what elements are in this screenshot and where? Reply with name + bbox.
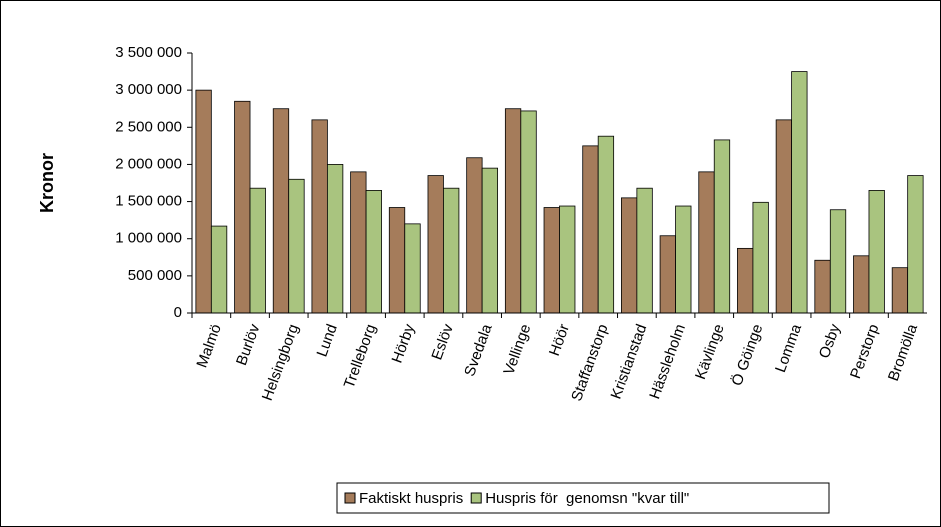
y-tick-label: 2 000 000 <box>115 155 182 172</box>
bar <box>404 223 421 314</box>
bar <box>597 135 615 314</box>
legend-swatch <box>344 492 356 504</box>
bar <box>791 71 808 314</box>
bar <box>249 187 266 314</box>
legend-label: Huspris för genomsn "kvar till" <box>485 490 689 507</box>
bar <box>659 235 676 314</box>
bar <box>388 207 406 314</box>
bar <box>427 175 444 314</box>
bar <box>365 190 382 314</box>
bar <box>559 205 576 314</box>
bar <box>311 119 328 314</box>
bar <box>350 171 367 314</box>
bar <box>210 225 228 314</box>
bar <box>698 171 715 314</box>
bar <box>891 267 909 314</box>
bar <box>752 201 769 314</box>
bar <box>543 207 560 314</box>
bar <box>520 110 537 314</box>
legend-swatch <box>470 492 482 504</box>
bar <box>272 108 290 314</box>
y-tick-label: 500 000 <box>128 267 182 284</box>
bar <box>481 167 499 314</box>
bar <box>326 164 344 314</box>
y-tick-label: 1 500 000 <box>115 193 182 210</box>
y-tick-label: 3 500 000 <box>115 44 182 61</box>
bar <box>829 209 847 314</box>
y-axis-label: Kronor <box>37 153 57 213</box>
legend-box <box>336 482 830 514</box>
bar <box>713 139 731 314</box>
bar <box>907 175 924 314</box>
y-tick-label: 3 000 000 <box>115 81 182 98</box>
bar <box>582 145 599 314</box>
bar <box>288 178 305 314</box>
y-tick-label: 1 000 000 <box>115 230 182 247</box>
y-tick-label: 0 <box>174 304 182 321</box>
bar <box>775 119 793 314</box>
legend-label: Faktiskt huspris <box>359 490 463 507</box>
bar <box>737 247 754 314</box>
bar <box>853 255 870 314</box>
bar <box>675 205 692 314</box>
bar <box>868 190 885 314</box>
bar <box>504 108 522 314</box>
bar <box>620 197 638 314</box>
bar <box>814 259 831 314</box>
bar <box>466 157 483 314</box>
bar <box>636 187 653 314</box>
y-tick-label: 2 500 000 <box>115 118 182 135</box>
bar <box>443 187 460 314</box>
bar <box>234 100 251 314</box>
bar <box>195 89 212 314</box>
